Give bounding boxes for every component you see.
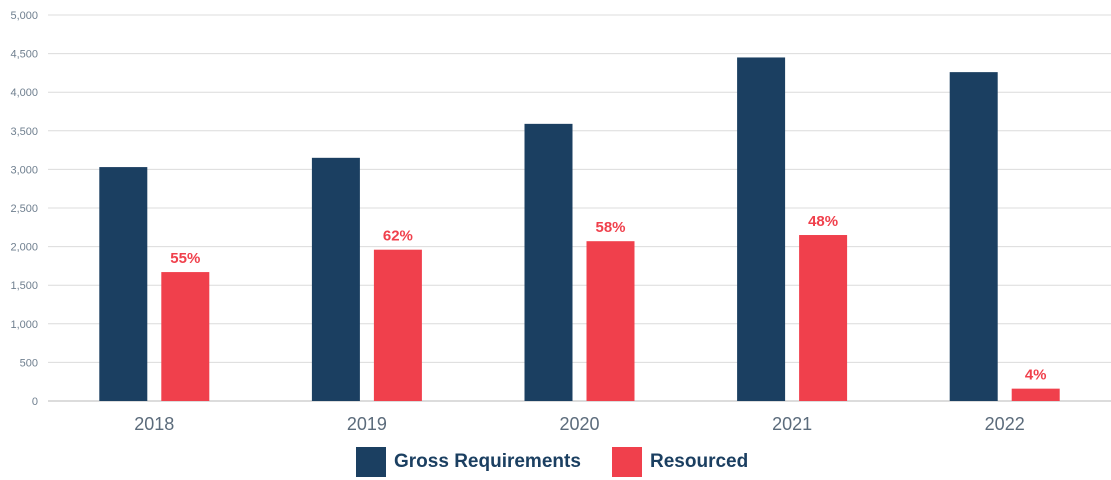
x-tick-label: 2019 <box>347 414 387 434</box>
y-tick-label: 500 <box>20 357 38 369</box>
y-tick-label: 1,500 <box>10 280 38 292</box>
legend: Gross Requirements Resourced <box>0 445 1111 479</box>
y-tick-label: 4,500 <box>10 49 38 61</box>
y-tick-label: 1,000 <box>10 319 38 331</box>
y-tick-label: 4,000 <box>10 87 38 99</box>
data-label: 4% <box>1025 367 1047 384</box>
y-tick-label: 2,000 <box>10 242 38 254</box>
legend-swatch-resourced <box>612 447 642 477</box>
y-tick-label: 5,000 <box>10 10 38 22</box>
legend-swatch-gross-requirements <box>356 447 386 477</box>
bar-resourced <box>373 249 422 401</box>
x-tick-label: 2020 <box>559 414 599 434</box>
legend-item-resourced: Resourced <box>612 445 748 479</box>
bar-gross-requirements <box>311 157 360 401</box>
data-label: 55% <box>170 250 200 267</box>
bar-resourced <box>799 235 848 401</box>
x-tick-label: 2022 <box>985 414 1025 434</box>
legend-item-gross-requirements: Gross Requirements <box>356 445 581 479</box>
plot-area: 0 500 1,000 1,500 2,000 2,500 3,000 3,500 4,000 4… <box>10 10 1111 434</box>
bar-gross-requirements <box>949 72 998 402</box>
data-label: 48% <box>808 213 838 230</box>
bar-resourced <box>586 241 635 401</box>
y-tick-label: 3,500 <box>10 126 38 138</box>
data-label: 58% <box>595 219 625 236</box>
bar-gross-requirements <box>99 167 148 401</box>
data-label: 62% <box>383 228 413 245</box>
bar-gross-requirements <box>737 57 786 402</box>
y-tick-label: 3,000 <box>10 164 38 176</box>
y-tick-label: 2,500 <box>10 203 38 215</box>
legend-label-resourced: Resourced <box>650 451 749 472</box>
x-tick-label: 2018 <box>134 414 174 434</box>
x-tick-label: 2021 <box>772 414 812 434</box>
bar-resourced <box>1011 388 1060 401</box>
y-tick-label: 0 <box>32 396 38 408</box>
bar-gross-requirements <box>524 123 573 402</box>
bar-resourced <box>161 272 210 401</box>
legend-label-gross-requirements: Gross Requirements <box>394 451 581 472</box>
